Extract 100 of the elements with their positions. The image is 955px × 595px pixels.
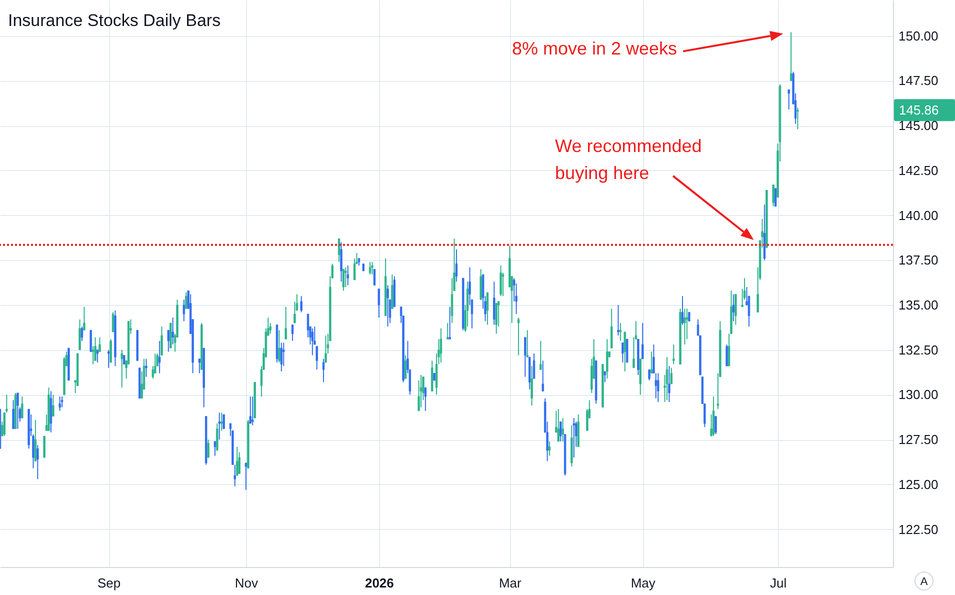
annotation: We recommended buying here — [555, 136, 702, 183]
candlestick — [557, 408, 560, 442]
candlestick — [624, 331, 626, 372]
y-tick-label: 140.00 — [898, 208, 938, 223]
candlestick — [83, 306, 86, 331]
candlestick — [152, 366, 154, 380]
candlestick — [52, 394, 54, 417]
candlestick — [526, 330, 528, 358]
candlestick — [524, 336, 526, 378]
candlestick — [586, 408, 588, 432]
candlestick — [21, 396, 24, 419]
y-tick-label: 142.50 — [898, 162, 938, 178]
candlestick — [107, 349, 110, 368]
candlestick — [94, 336, 96, 362]
candlestick — [424, 387, 427, 412]
candlestick — [542, 360, 544, 392]
y-tick-label: 122.50 — [898, 522, 938, 537]
candlestick — [218, 412, 220, 440]
candlestick — [58, 396, 61, 412]
x-tick-label: Nov — [234, 576, 259, 590]
candlestick — [172, 317, 174, 346]
candlestick — [486, 292, 489, 326]
candlestick — [681, 296, 684, 326]
text: A — [920, 576, 928, 588]
candlestick — [560, 421, 562, 442]
candlestick — [562, 418, 564, 442]
x-tick-label: Jul — [770, 576, 787, 590]
candlestick — [626, 338, 628, 363]
candlestick — [391, 274, 394, 310]
candlestick — [672, 344, 675, 365]
y-tick-label: 145.00 — [898, 118, 938, 134]
candlestick — [657, 372, 660, 402]
candlestick — [322, 358, 325, 383]
candlestick — [448, 306, 451, 340]
candlestick — [98, 336, 101, 352]
candlestick — [167, 330, 170, 352]
candlestick — [216, 422, 218, 451]
candlestick — [495, 302, 498, 334]
candlestick — [324, 335, 327, 363]
candlestick — [60, 396, 64, 408]
candlestick — [96, 349, 99, 363]
candlestick — [182, 299, 186, 322]
candlestick — [712, 396, 715, 437]
candlestick — [790, 32, 792, 82]
candlestick — [222, 414, 225, 430]
candlestick — [774, 188, 777, 207]
candlestick — [668, 366, 670, 402]
candlestick — [252, 396, 254, 426]
candlestick — [726, 344, 728, 367]
candlestick — [346, 265, 349, 286]
candlestick — [284, 306, 287, 340]
candlestick — [6, 394, 8, 414]
x-tick-label: May — [630, 576, 656, 590]
candlestick — [641, 322, 644, 360]
candlestick — [340, 242, 342, 282]
candlestick — [120, 349, 123, 388]
y-tick-label: 132.50 — [898, 342, 938, 358]
y-tick-label: 147.50 — [898, 73, 938, 88]
candlestick — [590, 358, 593, 394]
candlestick — [386, 284, 389, 328]
candlestick — [145, 358, 148, 378]
candlestick — [480, 268, 482, 300]
x-tick-label: Sep — [98, 576, 121, 590]
candlestick — [796, 107, 799, 130]
candlestick — [80, 326, 84, 342]
candlestick — [43, 436, 46, 458]
candlestick — [606, 338, 608, 380]
candlestick — [90, 330, 92, 352]
text: Insurance Stocks Daily Bars — [8, 11, 221, 30]
candlestick — [306, 314, 310, 338]
candlestick — [344, 266, 347, 288]
candlestick — [532, 352, 536, 380]
annotation: 8% move in 2 weeks — [512, 38, 678, 58]
candlestick — [158, 340, 161, 374]
candlestick — [500, 265, 502, 297]
candlestick — [368, 261, 372, 276]
candlestick — [280, 342, 283, 372]
candlestick — [244, 462, 248, 490]
candlestick — [617, 304, 620, 336]
y-tick-label: 135.00 — [898, 298, 938, 313]
candlestick — [110, 338, 112, 363]
candlestick — [530, 366, 533, 406]
candlestick — [455, 248, 458, 282]
candlestick — [371, 261, 374, 276]
candlestick — [734, 294, 737, 326]
candlestick — [648, 369, 650, 381]
candlestick — [670, 367, 673, 384]
candlestick — [714, 416, 717, 435]
candlestick — [92, 346, 94, 365]
candlestick — [622, 342, 624, 363]
candlestick — [378, 288, 380, 318]
candlestick — [296, 294, 298, 311]
candlestick — [198, 358, 201, 374]
candlestick — [300, 296, 302, 313]
x-tick-label: 2026 — [364, 576, 394, 590]
x-tick-label: Mar — [498, 576, 522, 590]
candlestick — [249, 396, 252, 424]
candlestick — [540, 340, 542, 370]
text: 145.86 — [899, 102, 939, 118]
candlestick — [78, 318, 81, 350]
